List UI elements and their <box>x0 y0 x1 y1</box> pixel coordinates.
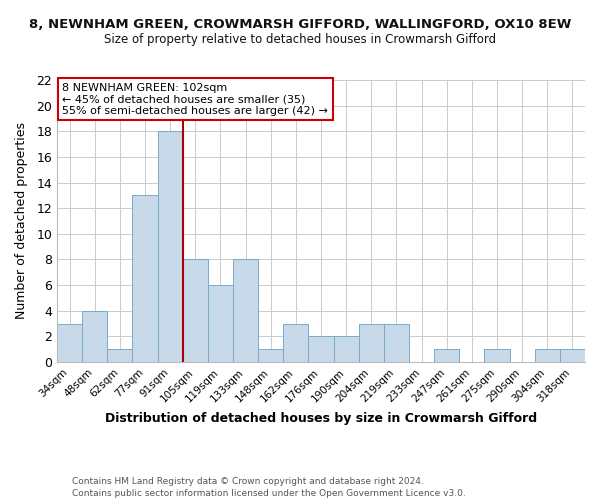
Y-axis label: Number of detached properties: Number of detached properties <box>15 122 28 320</box>
Bar <box>233 260 258 362</box>
Text: 8, NEWNHAM GREEN, CROWMARSH GIFFORD, WALLINGFORD, OX10 8EW: 8, NEWNHAM GREEN, CROWMARSH GIFFORD, WAL… <box>29 18 571 30</box>
Bar <box>107 349 133 362</box>
Bar <box>535 349 560 362</box>
Bar <box>158 132 183 362</box>
Bar <box>484 349 509 362</box>
Bar <box>560 349 585 362</box>
Bar <box>258 349 283 362</box>
Bar <box>57 324 82 362</box>
Text: Contains HM Land Registry data © Crown copyright and database right 2024.: Contains HM Land Registry data © Crown c… <box>72 478 424 486</box>
X-axis label: Distribution of detached houses by size in Crowmarsh Gifford: Distribution of detached houses by size … <box>105 412 537 425</box>
Text: 8 NEWNHAM GREEN: 102sqm
← 45% of detached houses are smaller (35)
55% of semi-de: 8 NEWNHAM GREEN: 102sqm ← 45% of detache… <box>62 83 328 116</box>
Text: Contains public sector information licensed under the Open Government Licence v3: Contains public sector information licen… <box>72 489 466 498</box>
Text: Size of property relative to detached houses in Crowmarsh Gifford: Size of property relative to detached ho… <box>104 32 496 46</box>
Bar <box>208 285 233 362</box>
Bar <box>359 324 384 362</box>
Bar <box>434 349 460 362</box>
Bar <box>133 196 158 362</box>
Bar <box>308 336 334 362</box>
Bar <box>283 324 308 362</box>
Bar <box>384 324 409 362</box>
Bar <box>82 310 107 362</box>
Bar <box>334 336 359 362</box>
Bar <box>183 260 208 362</box>
